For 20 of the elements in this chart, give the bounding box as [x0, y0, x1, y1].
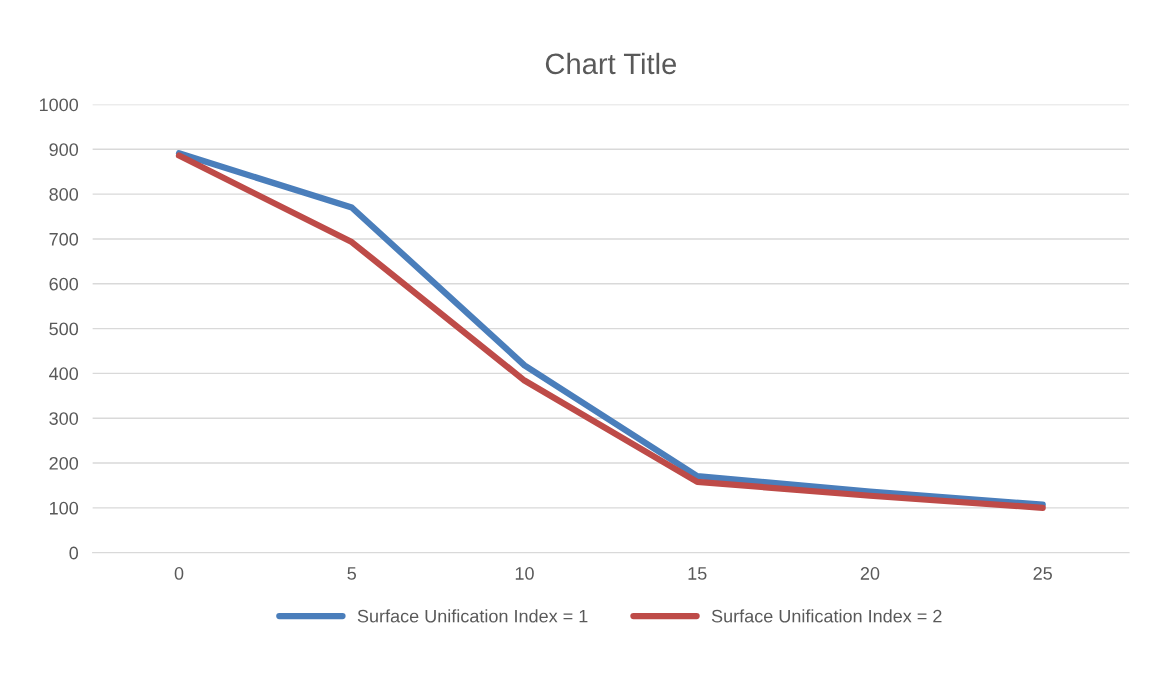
y-tick-label: 500 [49, 322, 79, 336]
y-tick-label: 0 [69, 546, 79, 560]
chart-title: Chart Title [545, 52, 677, 75]
x-tick-label: 25 [1033, 567, 1052, 580]
y-tick-label: 600 [49, 277, 79, 291]
y-tick-label: 100 [50, 501, 79, 515]
x-tick-label: 15 [688, 567, 707, 580]
y-tick-label: 200 [49, 456, 79, 470]
y-tick-label: 400 [49, 367, 79, 381]
y-tick-label: 700 [49, 232, 79, 246]
y-tick-label: 800 [49, 188, 79, 201]
x-tick-label: 5 [347, 567, 357, 580]
x-tick-label: 20 [860, 567, 880, 580]
y-tick-label: 1000 [39, 98, 79, 112]
legend-label: Surface Unification Index = 1 [357, 609, 588, 623]
legend-label: Surface Unification Index = 2 [711, 609, 942, 623]
x-tick-label: 0 [174, 567, 184, 580]
y-tick-label: 300 [49, 412, 79, 425]
y-tick-label: 900 [49, 143, 79, 157]
x-tick-label: 10 [515, 567, 534, 580]
